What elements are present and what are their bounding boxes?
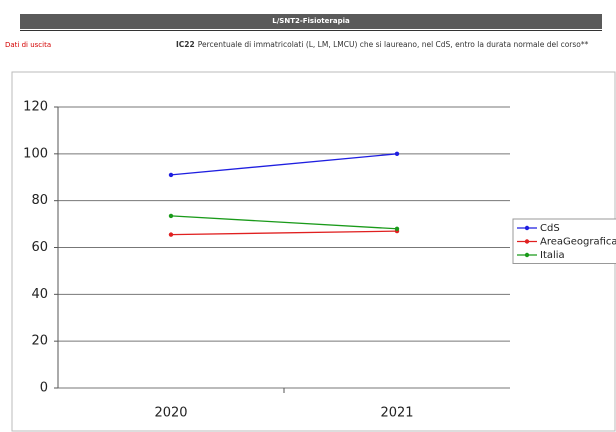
series-line <box>170 153 398 176</box>
y-tick-label: 100 <box>23 146 48 161</box>
indicator-code: IC22 <box>176 40 195 49</box>
x-tick-label: 2021 <box>380 406 413 421</box>
point <box>168 172 174 178</box>
series-line <box>170 215 398 230</box>
y-tick-label: 80 <box>31 193 48 208</box>
y-tick-label: 60 <box>31 240 48 255</box>
y-tick-label: 40 <box>31 287 48 302</box>
point <box>394 226 400 231</box>
y-tick-label: 0 <box>40 381 48 396</box>
point <box>394 151 400 157</box>
series-line <box>170 230 398 236</box>
indicator: IC22 Percentuale di immatricolati (L, LM,… <box>176 40 616 50</box>
x-tick-label: 2020 <box>154 406 187 421</box>
legend-label: AreaGeografica <box>540 237 616 248</box>
point <box>168 213 174 219</box>
header-title: L/SNT2-Fisioterapia <box>20 14 602 29</box>
section-label: Dati di uscita <box>5 41 52 49</box>
legend-label: CdS <box>540 223 560 234</box>
point <box>168 232 174 237</box>
indicator-text: Percentuale di immatricolati (L, LM, LMC… <box>197 40 589 49</box>
legend-marker <box>524 225 530 231</box>
header-rule <box>20 30 602 31</box>
y-tick-label: 120 <box>23 100 48 115</box>
legend-marker <box>524 252 530 258</box>
legend-marker <box>524 239 530 244</box>
legend-label: Italia <box>540 250 565 261</box>
y-tick-label: 20 <box>31 334 48 349</box>
